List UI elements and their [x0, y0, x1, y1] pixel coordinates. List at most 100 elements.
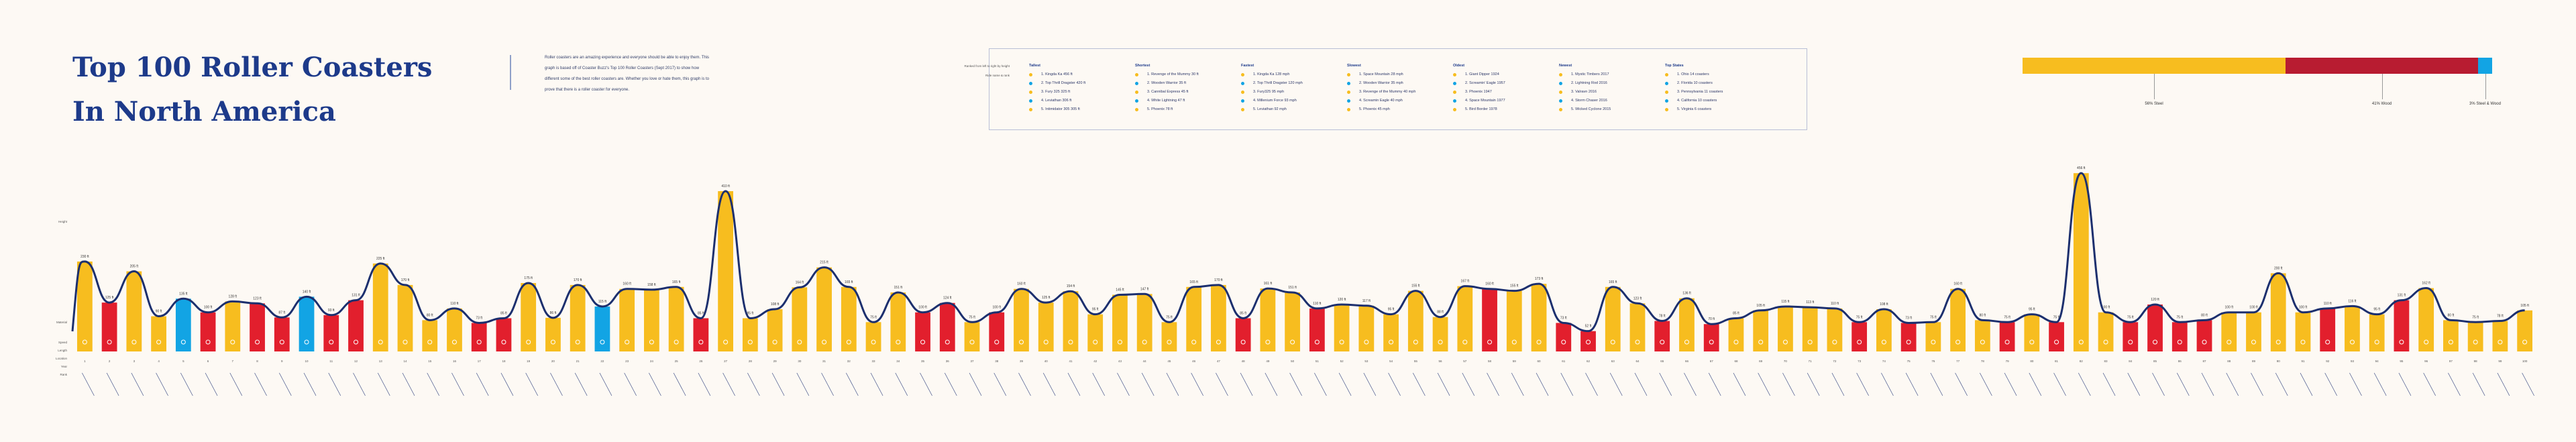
label-leader [2373, 372, 2387, 396]
legend-item: 4. Storm Chaser 2016 [1559, 97, 1660, 105]
category-label: 88 [2227, 360, 2231, 363]
category-label: 94 [2375, 360, 2379, 363]
label-leader [1092, 372, 1105, 396]
bar [101, 302, 117, 351]
material-marker [550, 339, 555, 345]
bar [767, 309, 783, 351]
material-marker [2128, 339, 2133, 345]
value-label: 88 ft [1437, 311, 1444, 315]
category-label: 39 [1020, 360, 1024, 363]
bar [2418, 288, 2434, 351]
category-label: 8 [256, 360, 258, 363]
label-leader [500, 372, 514, 396]
share-label: 56% Steel [2145, 102, 2163, 106]
bar [1827, 308, 1843, 351]
label-leader [1437, 372, 1450, 396]
value-label: 100 ft [204, 306, 213, 310]
value-label: 160 ft [1953, 282, 1962, 286]
bar [1851, 322, 1868, 351]
legend-dot [1029, 73, 1032, 76]
value-label: 115 ft [598, 300, 607, 304]
value-label: 75 ft [1856, 315, 1863, 319]
legend-box [989, 48, 1807, 130]
material-marker [2054, 339, 2059, 345]
bar [2221, 312, 2237, 351]
material-marker [2498, 339, 2503, 345]
material-marker [1536, 339, 1542, 345]
legend-dot [1559, 99, 1562, 103]
legend-item: 3. Revenge of the Mummy 40 mph [1347, 88, 1448, 97]
value-label: 108 ft [1880, 302, 1888, 307]
label-leader [1807, 372, 1820, 396]
category-label: 40 [1044, 360, 1049, 363]
material-marker [1807, 339, 1813, 345]
bar [594, 306, 610, 351]
value-label: 78 ft [2497, 315, 2504, 319]
label-leader [1462, 372, 1475, 396]
value-label: 135 ft [179, 292, 188, 296]
value-label: 75 ft [870, 315, 877, 319]
material-marker [1043, 339, 1049, 345]
label-leader [1560, 372, 1574, 396]
value-label: 155 ft [1411, 284, 1420, 288]
value-label: 145 ft [1116, 288, 1124, 292]
category-label: 99 [2498, 360, 2502, 363]
bar [200, 312, 216, 351]
bar [1900, 323, 1917, 351]
category-label: 69 [1759, 360, 1763, 363]
bar [1679, 298, 1695, 351]
bar [1432, 317, 1448, 351]
row-label: Year [60, 365, 67, 368]
legend-dot [1665, 82, 1668, 85]
category-label: 43 [1118, 360, 1122, 363]
material-marker [1413, 339, 1418, 345]
bar [2517, 310, 2533, 351]
bar [865, 322, 881, 351]
category-label: 56 [1439, 360, 1443, 363]
material-marker [378, 339, 383, 345]
category-label: 98 [2474, 360, 2478, 363]
label-leader [1905, 372, 1919, 396]
bar [816, 267, 832, 351]
value-label: 147 ft [1140, 287, 1149, 291]
value-label: 80 ft [427, 313, 433, 317]
bar [1925, 322, 1941, 351]
value-label: 230 ft [80, 255, 89, 259]
category-label: 100 [2522, 360, 2528, 363]
value-label: 456 ft [2077, 166, 2086, 170]
bar [1087, 314, 1104, 351]
label-leader [2201, 372, 2214, 396]
label-leader [328, 372, 341, 396]
bar [76, 261, 93, 351]
category-label: 90 [2277, 360, 2281, 363]
share-segment [2286, 58, 2478, 74]
material-marker [230, 339, 235, 345]
legend-dot [1135, 108, 1138, 111]
legend-column-newest: Newest 1. Mystic Timbers 2017 2. Lightning… [1559, 62, 1660, 114]
value-label: 173 ft [1535, 277, 1544, 281]
material-marker [427, 339, 433, 345]
category-label: 16 [453, 360, 457, 363]
bar [2492, 321, 2508, 351]
label-leader [747, 372, 760, 396]
value-label: 225 ft [376, 257, 385, 261]
category-label: 12 [354, 360, 358, 363]
value-label: 75 ft [2472, 315, 2479, 319]
material-marker [698, 339, 704, 345]
material-marker [625, 339, 630, 345]
value-label: 160 ft [1017, 282, 1026, 286]
material-marker [2300, 339, 2306, 345]
material-marker [501, 339, 506, 345]
value-label: 200 ft [2274, 266, 2283, 270]
bar [989, 312, 1005, 351]
legend-item: 4. California 10 coasters [1665, 97, 1766, 105]
value-label: 75 ft [1930, 315, 1937, 319]
label-leader [1659, 372, 1672, 396]
label-leader [2152, 372, 2165, 396]
bar [2024, 314, 2040, 351]
label-leader [1881, 372, 1894, 396]
label-leader [2349, 372, 2362, 396]
value-label: 116 ft [2348, 299, 2357, 303]
bar [2098, 312, 2114, 351]
material-marker [255, 339, 260, 345]
